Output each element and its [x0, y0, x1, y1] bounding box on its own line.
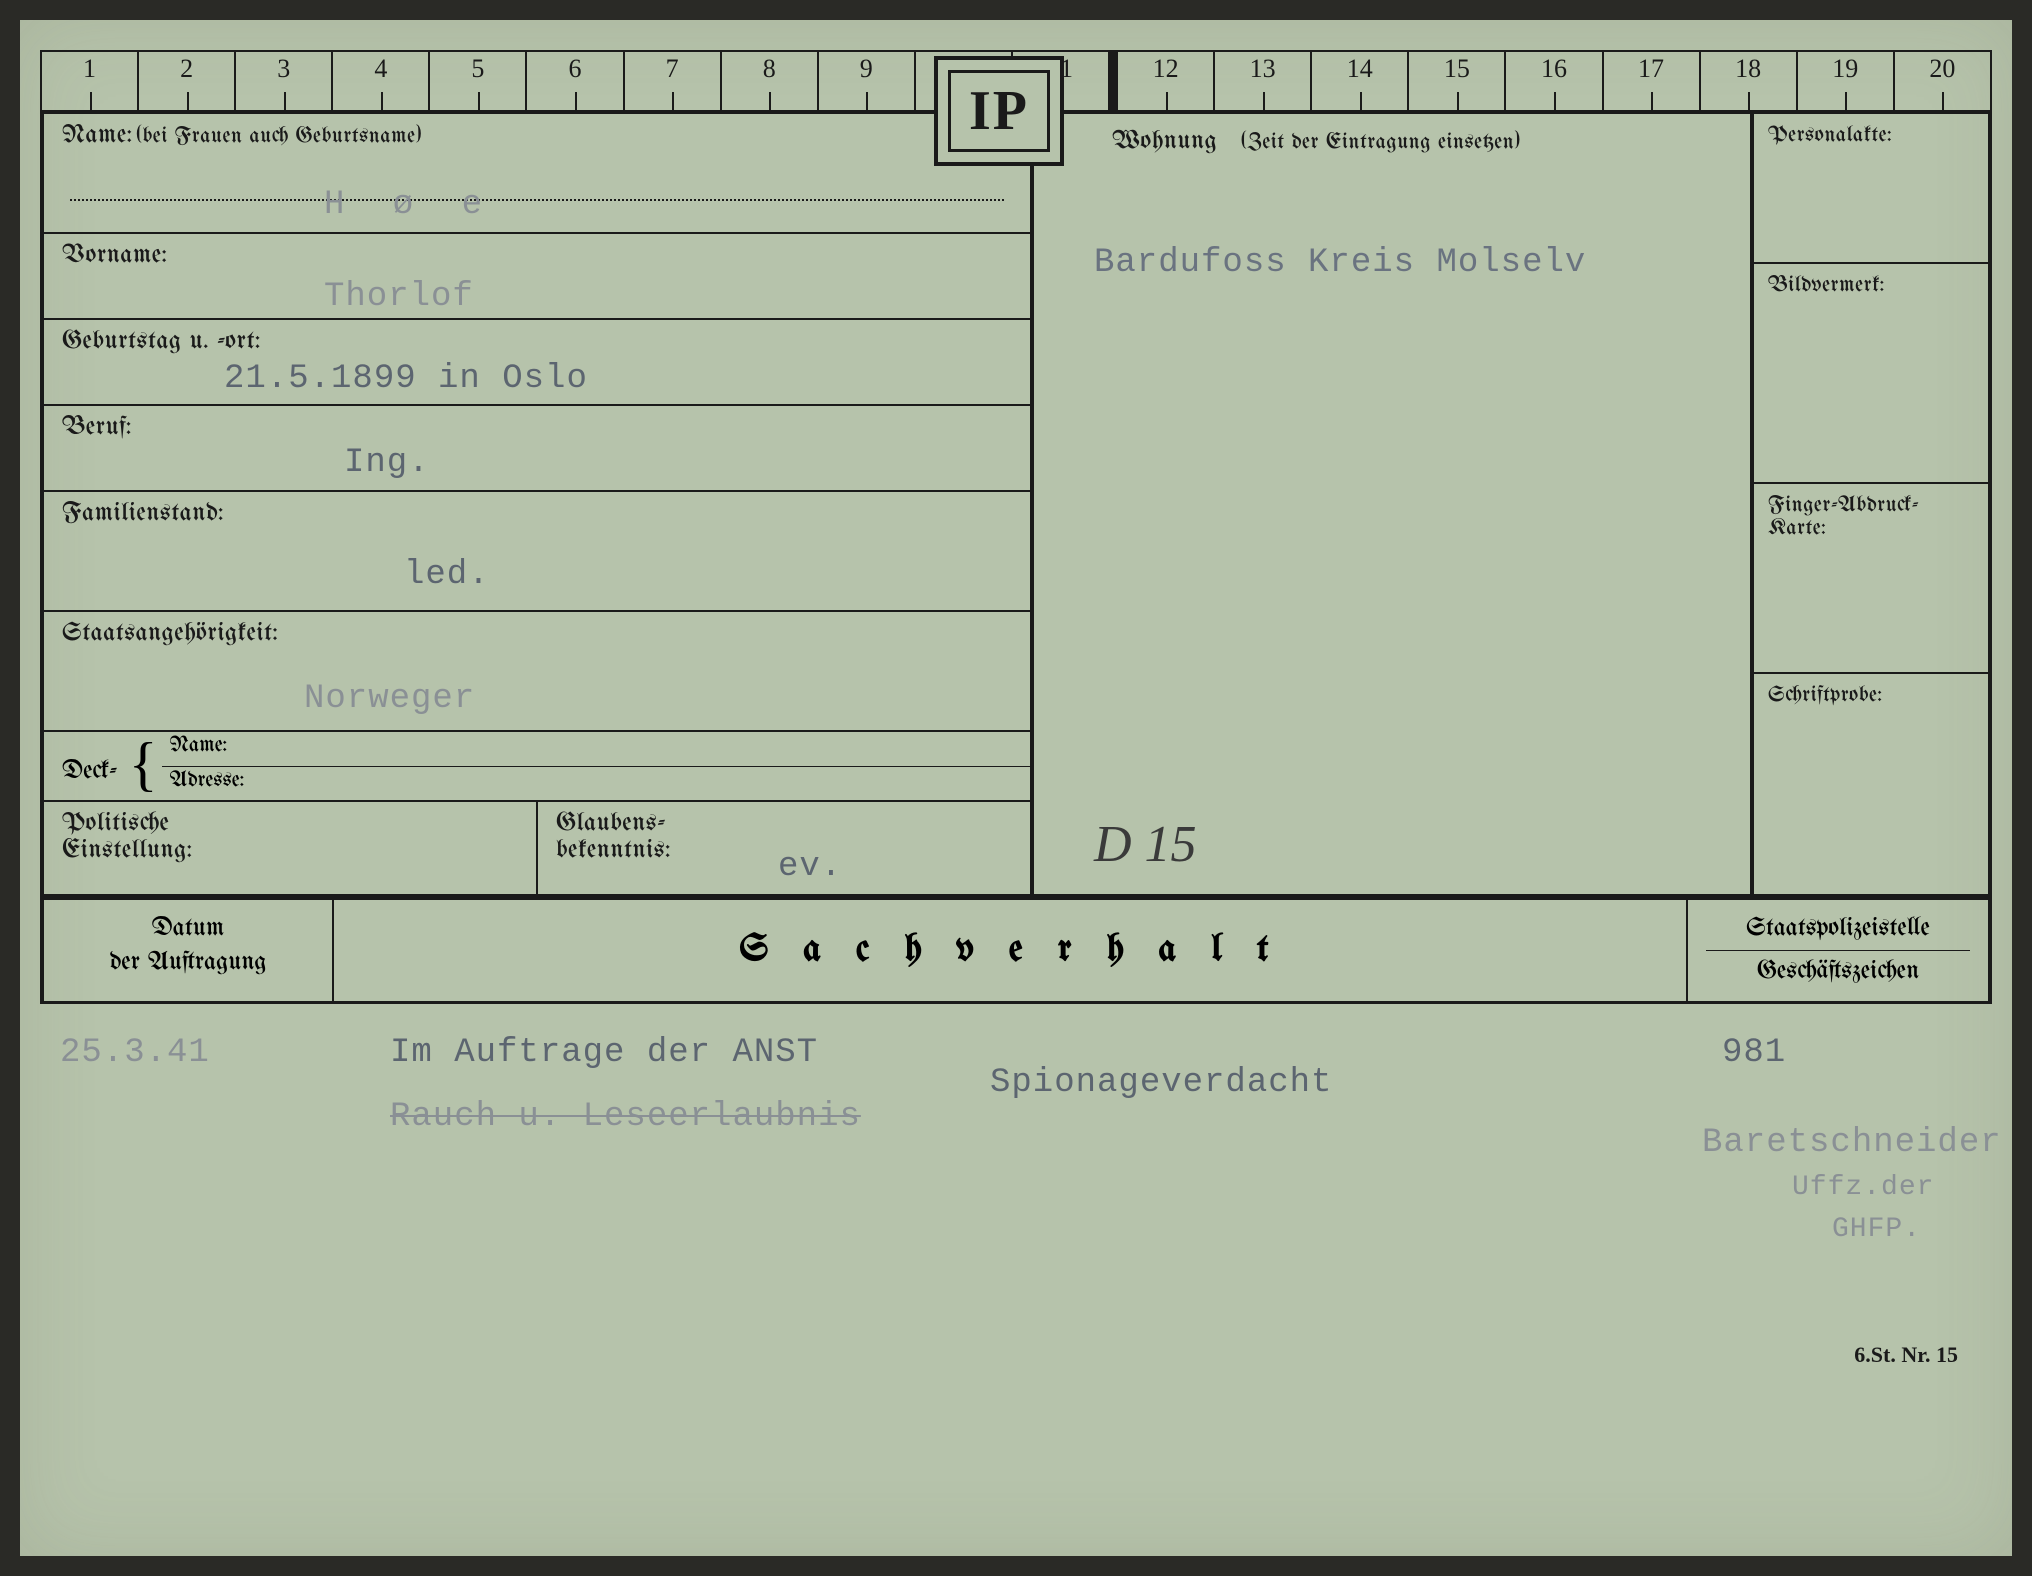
- field-beruf: Beruf: Ing.: [44, 406, 1030, 492]
- sachverhalt-header: Datum der Auftragung S a c h v e r h a l…: [40, 900, 1992, 1004]
- middle-column: Wohnung (Zeit der Eintragung einsetzen) …: [1034, 114, 1754, 894]
- label-wohnung-hint: (Zeit der Eintragung einsetzen): [1241, 131, 1520, 154]
- label-geschaeftszeichen: Geschäftszeichen: [1706, 950, 1970, 989]
- ruler-tick: 14: [1310, 50, 1407, 110]
- label-deck: Deck-: [44, 732, 125, 800]
- field-vorname: Vorname: Thorlof: [44, 234, 1030, 320]
- field-familienstand: Familienstand: led.: [44, 492, 1030, 612]
- ruler-tick: 6: [525, 50, 622, 110]
- label-personalakte: Personalakte:: [1768, 124, 1974, 147]
- label-staats: Staatsangehörigkeit:: [62, 620, 278, 647]
- ruler-tick: 13: [1213, 50, 1310, 110]
- value-sach-right: Spionageverdacht: [990, 1064, 1332, 1102]
- ruler-tick: 16: [1504, 50, 1601, 110]
- field-personalakte: Personalakte:: [1754, 114, 1988, 264]
- ip-stamp-box: IP: [934, 56, 1064, 166]
- ruler-tick: 9: [817, 50, 914, 110]
- ip-stamp-text: IP: [948, 70, 1050, 152]
- field-fingerabdruck: Finger-Abdruck- Karte:: [1754, 484, 1988, 674]
- footer-stamp: 6.St. Nr. 15: [1854, 1342, 1958, 1368]
- value-bekenntnis: ev.: [778, 848, 842, 886]
- label-schriftprobe: Schriftprobe:: [1768, 684, 1974, 707]
- ruler-tick: 5: [428, 50, 525, 110]
- ruler-tick: 2: [137, 50, 234, 110]
- field-bildvermerk: Bildvermerk:: [1754, 264, 1988, 484]
- label-karte: Karte:: [1768, 517, 1974, 540]
- label-familienstand: Familienstand:: [62, 500, 224, 527]
- label-deck-name: Name:: [162, 732, 1030, 767]
- label-vorname: Vorname:: [62, 242, 167, 269]
- label-geburtstag: Geburtstag u. -ort:: [62, 328, 261, 355]
- brace-icon: {: [125, 732, 162, 800]
- ruler-tick: 7: [623, 50, 720, 110]
- field-name: Name: (bei Frauen auch Geburtsname) H ø …: [44, 114, 1030, 234]
- field-politische: Politische Einstellung: Glaubens- bekenn…: [44, 802, 1030, 894]
- value-entry-date: 25.3.41: [60, 1034, 210, 1072]
- ruler-tick: 17: [1602, 50, 1699, 110]
- label-name-hint: (bei Frauen auch Geburtsname): [137, 125, 422, 148]
- value-staats: Norweger: [304, 680, 475, 718]
- main-form-grid: IP Name: (bei Frauen auch Geburtsname) H…: [40, 110, 1992, 900]
- left-column: Name: (bei Frauen auch Geburtsname) H ø …: [44, 114, 1034, 894]
- ruler-tick: 3: [234, 50, 331, 110]
- value-familienstand: led.: [404, 556, 490, 594]
- ruler-tick: 18: [1699, 50, 1796, 110]
- header-sachverhalt: S a c h v e r h a l t: [334, 900, 1688, 1001]
- dotted-underline: [70, 149, 1004, 201]
- col-datum: 25.3.41: [40, 1004, 330, 1384]
- field-staats: Staatsangehörigkeit: Norweger: [44, 612, 1030, 732]
- label-auftragung: der Auftragung: [62, 946, 314, 980]
- ruler-tick: 15: [1407, 50, 1504, 110]
- value-wohnung: Bardufoss Kreis Molselv: [1094, 244, 1586, 282]
- label-beruf: Beruf:: [62, 414, 132, 441]
- label-staatspolizei: Staatspolizeistelle: [1706, 912, 1970, 946]
- value-sach-line1: Im Auftrage der ANST: [390, 1034, 818, 1072]
- value-beruf: Ing.: [344, 444, 430, 482]
- value-vorname: Thorlof: [324, 278, 474, 316]
- label-deck-adresse: Adresse:: [162, 767, 1030, 801]
- label-name: Name:: [62, 122, 133, 149]
- field-deck: Deck- { Name: Adresse:: [44, 732, 1030, 802]
- header-datum: Datum der Auftragung: [44, 900, 334, 1001]
- value-ref-number: 981: [1722, 1034, 1786, 1072]
- label-glaubens: Glaubens-: [556, 810, 1012, 837]
- value-geburtstag: 21.5.1899 in Oslo: [224, 360, 588, 398]
- ruler-tick: 20: [1893, 50, 1992, 110]
- ruler-tick: 4: [331, 50, 428, 110]
- ruler-tick: 8: [720, 50, 817, 110]
- col-sachverhalt: Im Auftrage der ANST Rauch u. Leseerlaub…: [330, 1004, 1692, 1384]
- ruler-tick: 1: [40, 50, 137, 110]
- registration-card: 1 2 3 4 5 6 7 8 9 10 11 12 13 14 15 16 1…: [20, 20, 2012, 1556]
- field-geburtstag: Geburtstag u. -ort: 21.5.1899 in Oslo: [44, 320, 1030, 406]
- right-column: Personalakte: Bildvermerk: Finger-Abdruc…: [1754, 114, 1988, 894]
- value-name: H ø e: [324, 186, 496, 224]
- label-politische: Politische: [62, 810, 518, 837]
- value-sach-line2: Rauch u. Leseerlaubnis: [390, 1098, 861, 1136]
- label-fingerabdruck: Finger-Abdruck-: [1768, 494, 1974, 517]
- value-ref-name: Baretschneider: [1702, 1124, 2002, 1162]
- value-ref-rank2: GHFP.: [1832, 1214, 1921, 1245]
- field-schriftprobe: Schriftprobe:: [1754, 674, 1988, 842]
- label-einstellung: Einstellung:: [62, 837, 518, 864]
- label-wohnung: Wohnung: [1112, 128, 1217, 155]
- value-ref-rank1: Uffz.der: [1792, 1172, 1934, 1203]
- ruler-tick: 12: [1108, 50, 1213, 110]
- sachverhalt-body: 25.3.41 Im Auftrage der ANST Rauch u. Le…: [40, 1004, 1992, 1384]
- header-staatspolizei: Staatspolizeistelle Geschäftszeichen: [1688, 900, 1988, 1001]
- label-datum: Datum: [62, 912, 314, 946]
- label-bildvermerk: Bildvermerk:: [1768, 274, 1974, 297]
- col-reference: 981 Baretschneider Uffz.der GHFP.: [1692, 1004, 1992, 1384]
- ruler-tick: 19: [1796, 50, 1893, 110]
- value-d-number: D 15: [1094, 815, 1197, 874]
